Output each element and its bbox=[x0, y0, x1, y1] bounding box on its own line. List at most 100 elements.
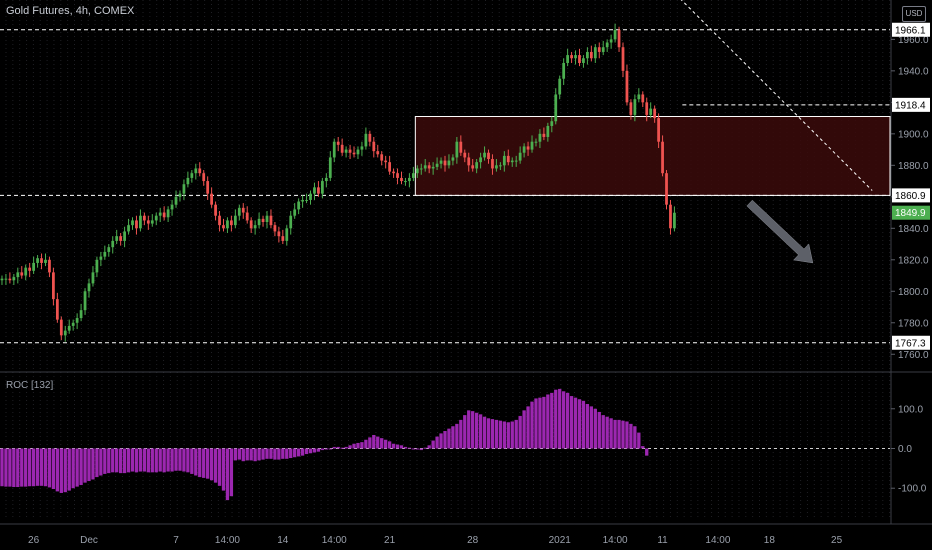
roc-bar bbox=[111, 448, 115, 473]
candle bbox=[28, 262, 32, 278]
roc-bar bbox=[356, 442, 360, 449]
roc-bar bbox=[71, 448, 75, 489]
time-axis-label: 28 bbox=[467, 535, 479, 546]
candle bbox=[463, 149, 467, 163]
price-level-badge bbox=[892, 335, 930, 350]
candle bbox=[111, 236, 115, 254]
roc-bar bbox=[427, 445, 431, 449]
roc-bar bbox=[221, 448, 226, 491]
candle bbox=[127, 218, 130, 235]
candle bbox=[423, 159, 427, 172]
roc-bar bbox=[31, 448, 36, 487]
roc-bar bbox=[47, 448, 52, 488]
roc-bar bbox=[368, 437, 372, 449]
roc-bar bbox=[138, 448, 143, 472]
candle bbox=[526, 141, 530, 156]
roc-bar bbox=[190, 448, 194, 474]
candle-body bbox=[431, 166, 435, 169]
time-axis-label: 25 bbox=[831, 535, 843, 546]
roc-bar bbox=[118, 448, 123, 474]
roc-bar bbox=[126, 448, 131, 473]
candle bbox=[107, 244, 111, 257]
time-axis-label: 7 bbox=[173, 535, 179, 546]
candle-body bbox=[637, 94, 641, 100]
candle bbox=[20, 266, 24, 279]
candle bbox=[368, 130, 372, 147]
candle-body bbox=[352, 152, 356, 155]
roc-bar bbox=[35, 448, 40, 486]
currency-badge[interactable]: USD bbox=[902, 6, 926, 22]
candle-body bbox=[459, 141, 463, 153]
candle-body bbox=[32, 262, 36, 271]
candle bbox=[305, 193, 308, 204]
price-axis-label: 1880.0 bbox=[898, 161, 929, 172]
candle-body bbox=[601, 47, 605, 52]
price-axis-label: 1900.0 bbox=[898, 129, 929, 140]
candle-body bbox=[479, 157, 482, 163]
candle bbox=[123, 226, 126, 248]
candle-body bbox=[427, 165, 431, 169]
roc-bar bbox=[478, 414, 483, 449]
candle bbox=[487, 149, 490, 164]
roc-bar bbox=[562, 391, 566, 449]
candle bbox=[633, 94, 637, 122]
roc-bar bbox=[407, 447, 412, 449]
roc-indicator-title[interactable]: ROC [132] bbox=[6, 380, 54, 391]
candle bbox=[641, 91, 645, 108]
candle-body bbox=[241, 207, 245, 213]
candle bbox=[71, 319, 75, 331]
roc-bar bbox=[641, 446, 645, 449]
roc-bar bbox=[237, 448, 241, 460]
time-axis-label: 18 bbox=[764, 535, 776, 546]
roc-bar bbox=[459, 419, 463, 449]
roc-bar bbox=[308, 448, 313, 454]
candle-body bbox=[404, 181, 407, 183]
candle bbox=[558, 75, 562, 100]
candle bbox=[408, 173, 411, 188]
time-axis-label: 14 bbox=[277, 535, 289, 546]
candle bbox=[154, 212, 158, 226]
candle bbox=[522, 143, 526, 158]
candle bbox=[79, 303, 83, 322]
candle bbox=[289, 210, 293, 235]
candle-body bbox=[305, 199, 308, 201]
candle-body bbox=[48, 259, 51, 273]
candle bbox=[400, 171, 403, 185]
roc-bar bbox=[463, 415, 467, 449]
roc-bar bbox=[273, 448, 277, 460]
candle-body bbox=[578, 55, 581, 63]
candle bbox=[384, 155, 388, 169]
candle bbox=[589, 45, 593, 62]
candle-body bbox=[502, 155, 506, 166]
candle-body bbox=[562, 62, 566, 79]
candle bbox=[447, 154, 451, 169]
candle bbox=[669, 199, 672, 235]
candle-body bbox=[443, 160, 447, 166]
candle-body bbox=[83, 291, 87, 311]
candle-body bbox=[75, 318, 79, 323]
candle bbox=[605, 39, 609, 52]
candle-body bbox=[332, 141, 336, 158]
roc-bar bbox=[134, 448, 139, 473]
roc-bar bbox=[217, 448, 222, 486]
candle-body bbox=[281, 236, 285, 241]
roc-bar bbox=[637, 432, 641, 449]
candle bbox=[103, 245, 107, 260]
candle bbox=[455, 136, 459, 164]
candle-body bbox=[4, 278, 8, 280]
candle-body bbox=[336, 141, 340, 145]
roc-bar bbox=[122, 448, 127, 474]
candle bbox=[483, 146, 486, 161]
candle-body bbox=[111, 240, 115, 248]
candle-body bbox=[52, 272, 55, 300]
candle bbox=[498, 162, 502, 171]
candle bbox=[146, 215, 150, 230]
candle-body bbox=[174, 196, 178, 205]
price-level-label: 1918.4 bbox=[895, 100, 926, 111]
candle-body bbox=[483, 152, 486, 158]
candle-body bbox=[8, 278, 12, 281]
candle-body bbox=[491, 159, 494, 169]
roc-bar bbox=[621, 420, 625, 449]
candle-body bbox=[277, 231, 281, 237]
roc-bar bbox=[522, 410, 526, 449]
